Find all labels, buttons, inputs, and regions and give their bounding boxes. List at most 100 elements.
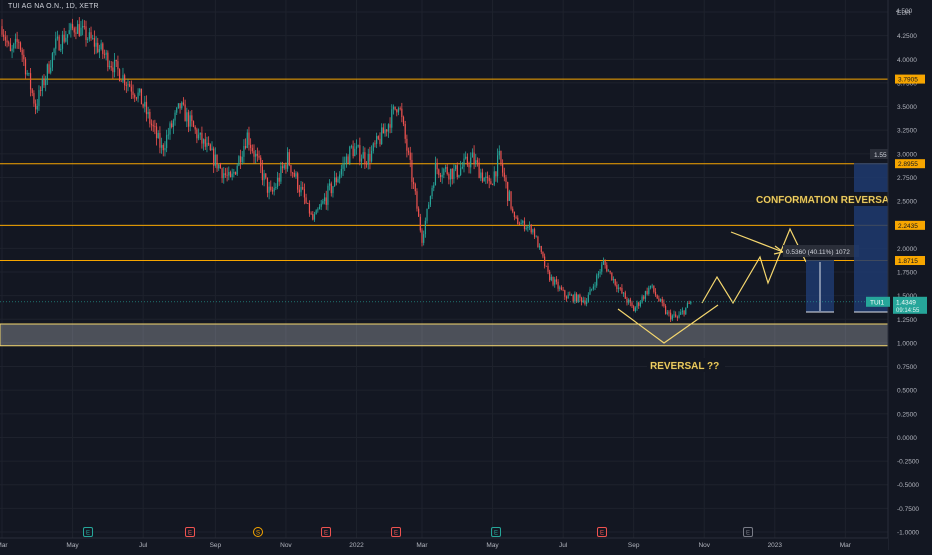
candle	[550, 274, 552, 282]
candle-body	[182, 102, 185, 105]
candle-body	[357, 145, 359, 147]
candle-body	[552, 276, 554, 285]
x-tick-label: Sep	[628, 542, 640, 549]
candle	[587, 292, 589, 303]
candle	[438, 168, 440, 179]
candle	[384, 123, 386, 137]
candle	[221, 167, 223, 183]
candle	[216, 154, 218, 173]
candle	[644, 290, 647, 302]
candle	[673, 310, 675, 318]
candle-body	[606, 265, 608, 272]
candle-body	[263, 173, 265, 181]
x-tick-label: 2023	[768, 542, 783, 549]
candle	[288, 149, 290, 167]
candle	[300, 180, 302, 197]
candle	[26, 70, 28, 76]
candle	[271, 186, 274, 195]
candle	[320, 199, 322, 210]
candle-body	[315, 210, 317, 215]
candle	[520, 219, 522, 225]
candle	[685, 307, 687, 315]
y-tick-label: 0.5000	[897, 388, 917, 395]
candle-body	[63, 34, 65, 42]
candle-body	[302, 186, 304, 190]
candle-body	[307, 202, 309, 204]
candle	[234, 171, 237, 176]
candle	[139, 88, 141, 96]
candle	[371, 145, 373, 163]
candle-body	[239, 156, 242, 163]
candle	[167, 127, 169, 140]
candle-body	[229, 171, 232, 178]
candle-body	[347, 156, 349, 164]
candle	[194, 125, 196, 134]
candle-body	[444, 166, 447, 169]
level-price-tag: 3.7905	[898, 77, 918, 84]
candle-body	[256, 153, 258, 156]
x-tick-label: May	[66, 542, 79, 549]
candle-body	[392, 106, 395, 110]
candle	[565, 295, 568, 302]
candle-body	[199, 132, 201, 135]
candle	[636, 300, 638, 311]
event-marker: E	[391, 527, 401, 537]
candle	[466, 153, 468, 167]
candle-body	[483, 177, 485, 182]
candle	[40, 86, 42, 97]
candle-body	[503, 172, 505, 178]
y-tick-label: 2.7500	[897, 175, 917, 182]
candle	[332, 185, 334, 198]
event-marker-shape	[83, 527, 93, 537]
level-price-tag-bg	[895, 220, 925, 230]
candle-body	[449, 168, 452, 180]
candles	[1, 17, 692, 323]
reversal-v-path	[617, 304, 719, 344]
candle-body	[582, 300, 584, 303]
candle	[508, 189, 510, 202]
candle-body	[426, 208, 428, 221]
candle-body	[614, 279, 616, 285]
candle-body	[498, 150, 500, 156]
candle	[596, 273, 598, 288]
event-marker: E	[597, 527, 607, 537]
candle-body	[85, 26, 87, 40]
candle	[616, 281, 618, 293]
candle-body	[194, 126, 196, 130]
candle-body	[455, 165, 457, 170]
candle-body	[208, 142, 210, 145]
candle	[607, 269, 610, 272]
candle-body	[656, 295, 658, 299]
candle	[177, 103, 179, 109]
candle	[164, 141, 166, 157]
candle	[658, 295, 660, 303]
candle-body	[429, 196, 431, 205]
candle	[574, 291, 576, 304]
candle	[35, 99, 37, 115]
candle	[23, 49, 25, 66]
candle-body	[56, 36, 59, 39]
candle	[399, 106, 401, 111]
candle-body	[174, 112, 176, 121]
candle	[611, 272, 613, 281]
candle-body	[236, 165, 238, 175]
candle	[453, 164, 455, 184]
candle-body	[78, 24, 80, 36]
candle	[71, 18, 74, 31]
x-tick-label: Nov	[280, 542, 292, 549]
candle	[276, 171, 279, 190]
candle	[226, 167, 228, 182]
candle-body	[1, 26, 3, 35]
candle-body	[265, 173, 267, 178]
candle	[428, 201, 430, 210]
candle-body	[55, 38, 57, 49]
candle-body	[559, 287, 561, 289]
candle-body	[532, 229, 534, 233]
candle-body	[297, 173, 299, 190]
candle	[547, 262, 549, 275]
candle-body	[41, 78, 43, 91]
candle-body	[238, 156, 240, 166]
candle	[569, 291, 571, 296]
